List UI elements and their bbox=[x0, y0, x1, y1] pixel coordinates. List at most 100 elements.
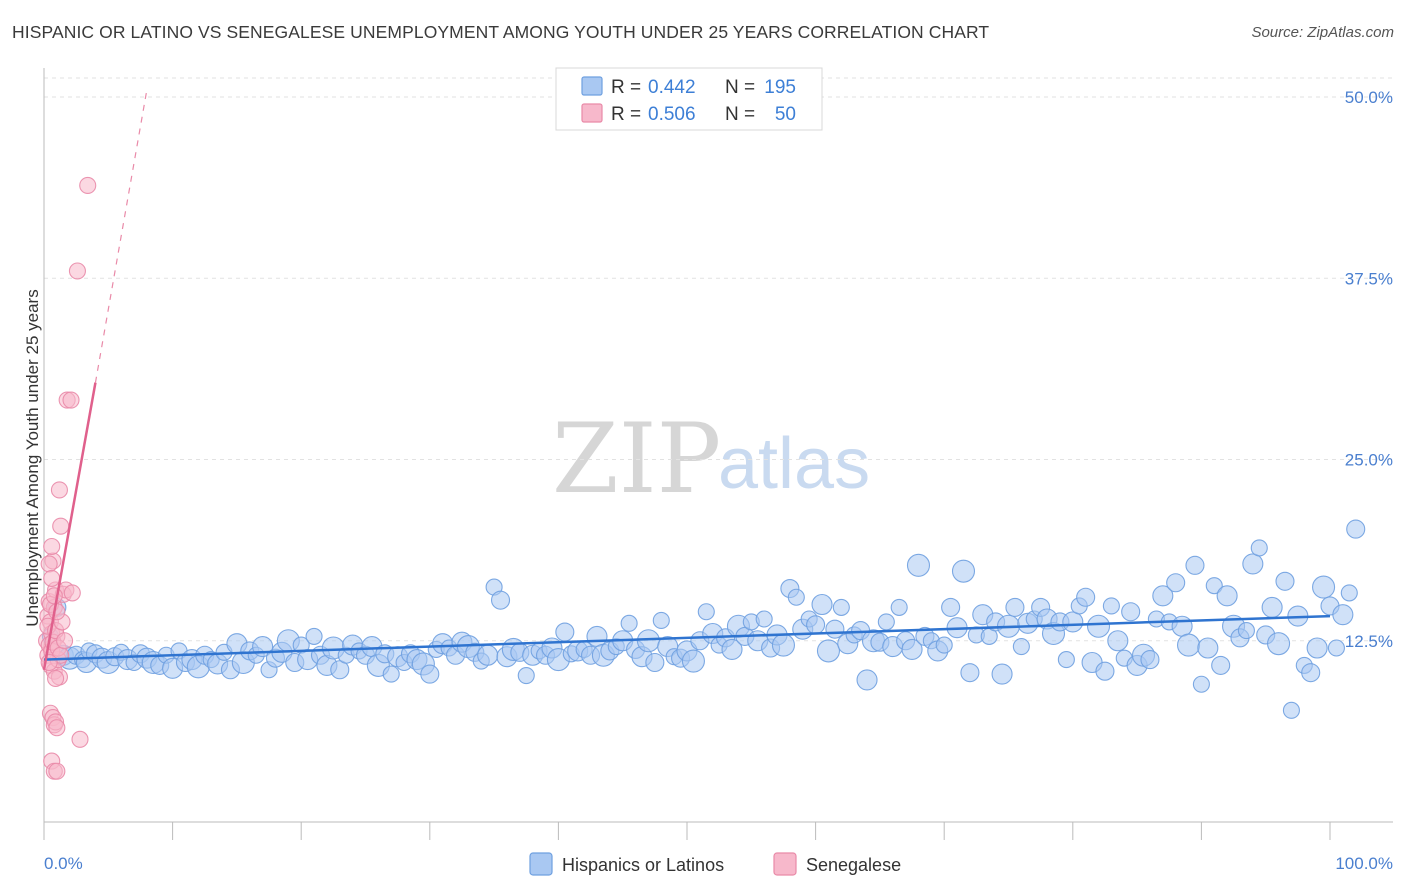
hispanic-point bbox=[1057, 651, 1075, 669]
hispanic-point bbox=[1327, 639, 1345, 657]
senegalese-point bbox=[79, 176, 97, 194]
hispanic-point bbox=[382, 665, 400, 683]
y-tick-label-3: 50.0% bbox=[1345, 88, 1393, 107]
legend-r-value-2: 0.506 bbox=[648, 104, 696, 125]
senegalese-point bbox=[62, 391, 80, 409]
hispanic-point bbox=[517, 666, 535, 685]
hispanic-point bbox=[906, 553, 931, 577]
hispanic-point bbox=[620, 614, 638, 632]
legend-r-label-1: R = bbox=[611, 77, 641, 98]
hispanic-point bbox=[1062, 611, 1084, 633]
hispanic-point bbox=[787, 588, 805, 606]
legend-r-value-1: 0.442 bbox=[648, 77, 696, 98]
senegalese-point bbox=[45, 587, 63, 605]
hispanic-point bbox=[1076, 587, 1096, 607]
hispanic-point bbox=[721, 638, 743, 661]
hispanic-point bbox=[1216, 585, 1238, 607]
source-note: Source: ZipAtlas.com bbox=[1251, 24, 1394, 41]
hispanic-point bbox=[811, 593, 833, 616]
hispanic-point bbox=[420, 664, 440, 684]
y-axis-label: Unemployment Among Youth under 25 years bbox=[23, 289, 42, 626]
hispanic-point bbox=[652, 611, 670, 630]
hispanic-point bbox=[697, 603, 715, 621]
legend-box: R = 0.442 N = 195 R = 0.506 N = 50 bbox=[555, 67, 823, 131]
hispanic-point bbox=[941, 597, 961, 617]
senegalese-point bbox=[40, 555, 58, 573]
hispanic-point bbox=[935, 636, 953, 654]
hispanic-point bbox=[960, 663, 980, 683]
hispanic-point bbox=[555, 622, 575, 642]
hispanic-point bbox=[771, 633, 796, 657]
hispanic-point bbox=[1261, 596, 1283, 618]
hispanic-point bbox=[1171, 615, 1193, 637]
hispanic-point bbox=[832, 598, 850, 616]
senegalese-point bbox=[71, 730, 89, 748]
hispanic-point bbox=[1176, 633, 1201, 657]
legend-n-label-2: N = bbox=[725, 104, 755, 125]
hispanic-point bbox=[1312, 575, 1336, 599]
hispanic-point bbox=[1211, 655, 1231, 675]
hispanic-point bbox=[1242, 553, 1264, 575]
senegalese-point bbox=[47, 669, 65, 688]
senegalese-point bbox=[48, 603, 66, 621]
hispanic-point bbox=[806, 615, 826, 635]
hispanic-point bbox=[1301, 663, 1321, 683]
hispanic-point bbox=[636, 629, 660, 653]
gridlines bbox=[44, 77, 1393, 642]
y-tick-label-0: 12.5% bbox=[1345, 632, 1393, 651]
hispanic-point bbox=[1197, 637, 1219, 659]
senegalese-point bbox=[48, 719, 66, 737]
hispanic-point bbox=[1107, 630, 1129, 652]
hispanic-point bbox=[1095, 661, 1115, 681]
senegalese-point bbox=[43, 569, 61, 587]
senegalese-point bbox=[43, 537, 61, 556]
hispanic-point bbox=[1012, 637, 1030, 656]
watermark-atlas: atlas bbox=[718, 424, 870, 504]
y-tick-label-1: 25.0% bbox=[1345, 451, 1393, 470]
hispanic-point bbox=[1140, 650, 1160, 670]
hispanic-point bbox=[1192, 675, 1210, 693]
y-tick-labels: 12.5% 25.0% 37.5% 50.0% bbox=[1345, 88, 1393, 651]
hispanic-point bbox=[1267, 632, 1291, 656]
hispanic-point bbox=[645, 652, 665, 673]
hispanic-point bbox=[681, 649, 705, 673]
hispanic-point bbox=[951, 559, 976, 583]
hispanic-point bbox=[1005, 597, 1025, 617]
hispanic-point bbox=[1332, 604, 1354, 626]
hispanic-point bbox=[1282, 701, 1300, 719]
hispanic-point bbox=[1250, 539, 1268, 557]
senegalese-point bbox=[50, 481, 68, 499]
hispanic-point bbox=[877, 613, 895, 631]
hispanic-point bbox=[1340, 584, 1358, 602]
bottom-legend-swatch-hispanic bbox=[529, 852, 553, 876]
legend-n-value-2: 50 bbox=[775, 104, 796, 125]
senegalese-point bbox=[63, 584, 81, 602]
hispanic-point bbox=[1185, 555, 1205, 575]
bottom-legend: Hispanics or Latinos Senegalese bbox=[529, 852, 901, 876]
hispanic-point bbox=[477, 644, 499, 666]
axes bbox=[43, 68, 1393, 840]
legend-swatch-senegalese bbox=[581, 103, 603, 123]
bottom-legend-label-hispanic: Hispanics or Latinos bbox=[562, 855, 724, 875]
x-tick-label-min: 0.0% bbox=[44, 854, 83, 873]
chart-title: HISPANIC OR LATINO VS SENEGALESE UNEMPLO… bbox=[12, 22, 990, 42]
hispanic-point bbox=[1306, 637, 1328, 659]
senegalese-point bbox=[52, 517, 70, 535]
senegalese-point bbox=[48, 762, 66, 780]
bottom-legend-label-senegalese: Senegalese bbox=[806, 855, 901, 875]
senegalese-trend-extension bbox=[94, 89, 148, 383]
hispanic-point bbox=[890, 598, 908, 616]
hispanic-point bbox=[1275, 571, 1295, 591]
trend-lines bbox=[42, 89, 1331, 670]
hispanic-point bbox=[490, 590, 511, 610]
bottom-legend-swatch-senegalese bbox=[773, 852, 797, 876]
senegalese-point bbox=[68, 262, 86, 280]
hispanic-point bbox=[1166, 573, 1186, 593]
senegalese-trend-line bbox=[42, 382, 97, 670]
legend-swatch-hispanic bbox=[581, 76, 603, 96]
hispanic-point bbox=[1102, 597, 1120, 615]
hispanic-point bbox=[1121, 602, 1141, 622]
hispanic-point bbox=[755, 610, 773, 628]
hispanic-point bbox=[991, 663, 1013, 685]
